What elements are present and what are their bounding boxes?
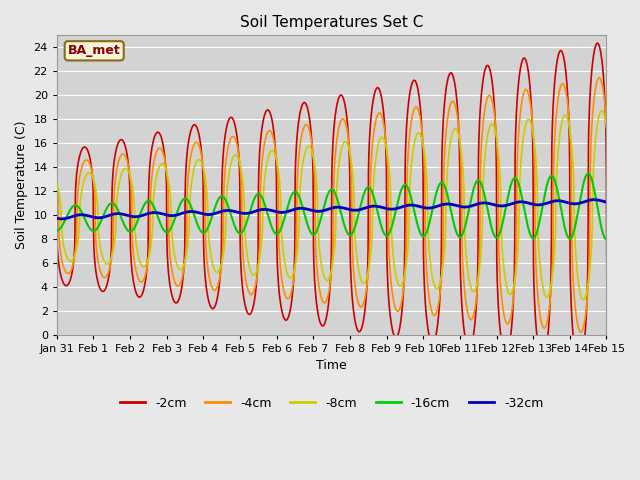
- -16cm: [335, 201, 342, 207]
- Y-axis label: Soil Temperature (C): Soil Temperature (C): [15, 120, 28, 249]
- -32cm: [489, 202, 497, 207]
- -16cm: [574, 208, 582, 214]
- -2cm: [53, 216, 61, 221]
- -16cm: [632, 214, 639, 219]
- -2cm: [488, 80, 496, 85]
- -8cm: [324, 277, 332, 283]
- -2cm: [145, 195, 152, 201]
- -4cm: [574, 324, 582, 330]
- -32cm: [627, 196, 635, 202]
- -4cm: [335, 125, 342, 131]
- -2cm: [612, 369, 620, 375]
- -32cm: [53, 216, 61, 221]
- -32cm: [335, 204, 343, 210]
- -8cm: [488, 121, 496, 127]
- -2cm: [630, 33, 637, 38]
- -8cm: [632, 108, 639, 114]
- -2cm: [335, 95, 342, 101]
- -8cm: [335, 163, 342, 169]
- -4cm: [53, 182, 61, 188]
- Title: Soil Temperatures Set C: Soil Temperatures Set C: [240, 15, 423, 30]
- -16cm: [53, 228, 61, 233]
- -16cm: [488, 227, 496, 233]
- -32cm: [632, 196, 640, 202]
- -32cm: [575, 201, 582, 206]
- Line: -8cm: -8cm: [57, 106, 640, 302]
- -8cm: [53, 181, 61, 187]
- -32cm: [639, 198, 640, 204]
- -4cm: [632, 69, 640, 75]
- -16cm: [621, 168, 628, 174]
- -2cm: [324, 308, 332, 313]
- -2cm: [639, 202, 640, 208]
- Legend: -2cm, -4cm, -8cm, -16cm, -32cm: -2cm, -4cm, -8cm, -16cm, -32cm: [115, 392, 548, 415]
- -32cm: [145, 211, 153, 216]
- Line: -2cm: -2cm: [57, 36, 640, 372]
- -16cm: [639, 237, 640, 243]
- -8cm: [639, 120, 640, 126]
- -8cm: [616, 300, 624, 305]
- -32cm: [324, 206, 332, 212]
- -16cm: [145, 198, 152, 204]
- Line: -4cm: -4cm: [57, 72, 640, 336]
- -2cm: [574, 362, 582, 368]
- -8cm: [145, 255, 152, 261]
- -32cm: [58, 216, 66, 222]
- Line: -16cm: -16cm: [57, 171, 640, 240]
- -16cm: [324, 192, 332, 198]
- -4cm: [639, 118, 640, 124]
- -2cm: [632, 37, 640, 43]
- -4cm: [614, 334, 621, 339]
- -8cm: [574, 277, 582, 283]
- X-axis label: Time: Time: [316, 359, 347, 372]
- -4cm: [488, 98, 496, 104]
- -8cm: [635, 103, 640, 109]
- -4cm: [632, 69, 639, 75]
- Text: BA_met: BA_met: [68, 44, 120, 57]
- Line: -32cm: -32cm: [57, 199, 640, 219]
- -4cm: [324, 294, 332, 300]
- -4cm: [145, 254, 152, 260]
